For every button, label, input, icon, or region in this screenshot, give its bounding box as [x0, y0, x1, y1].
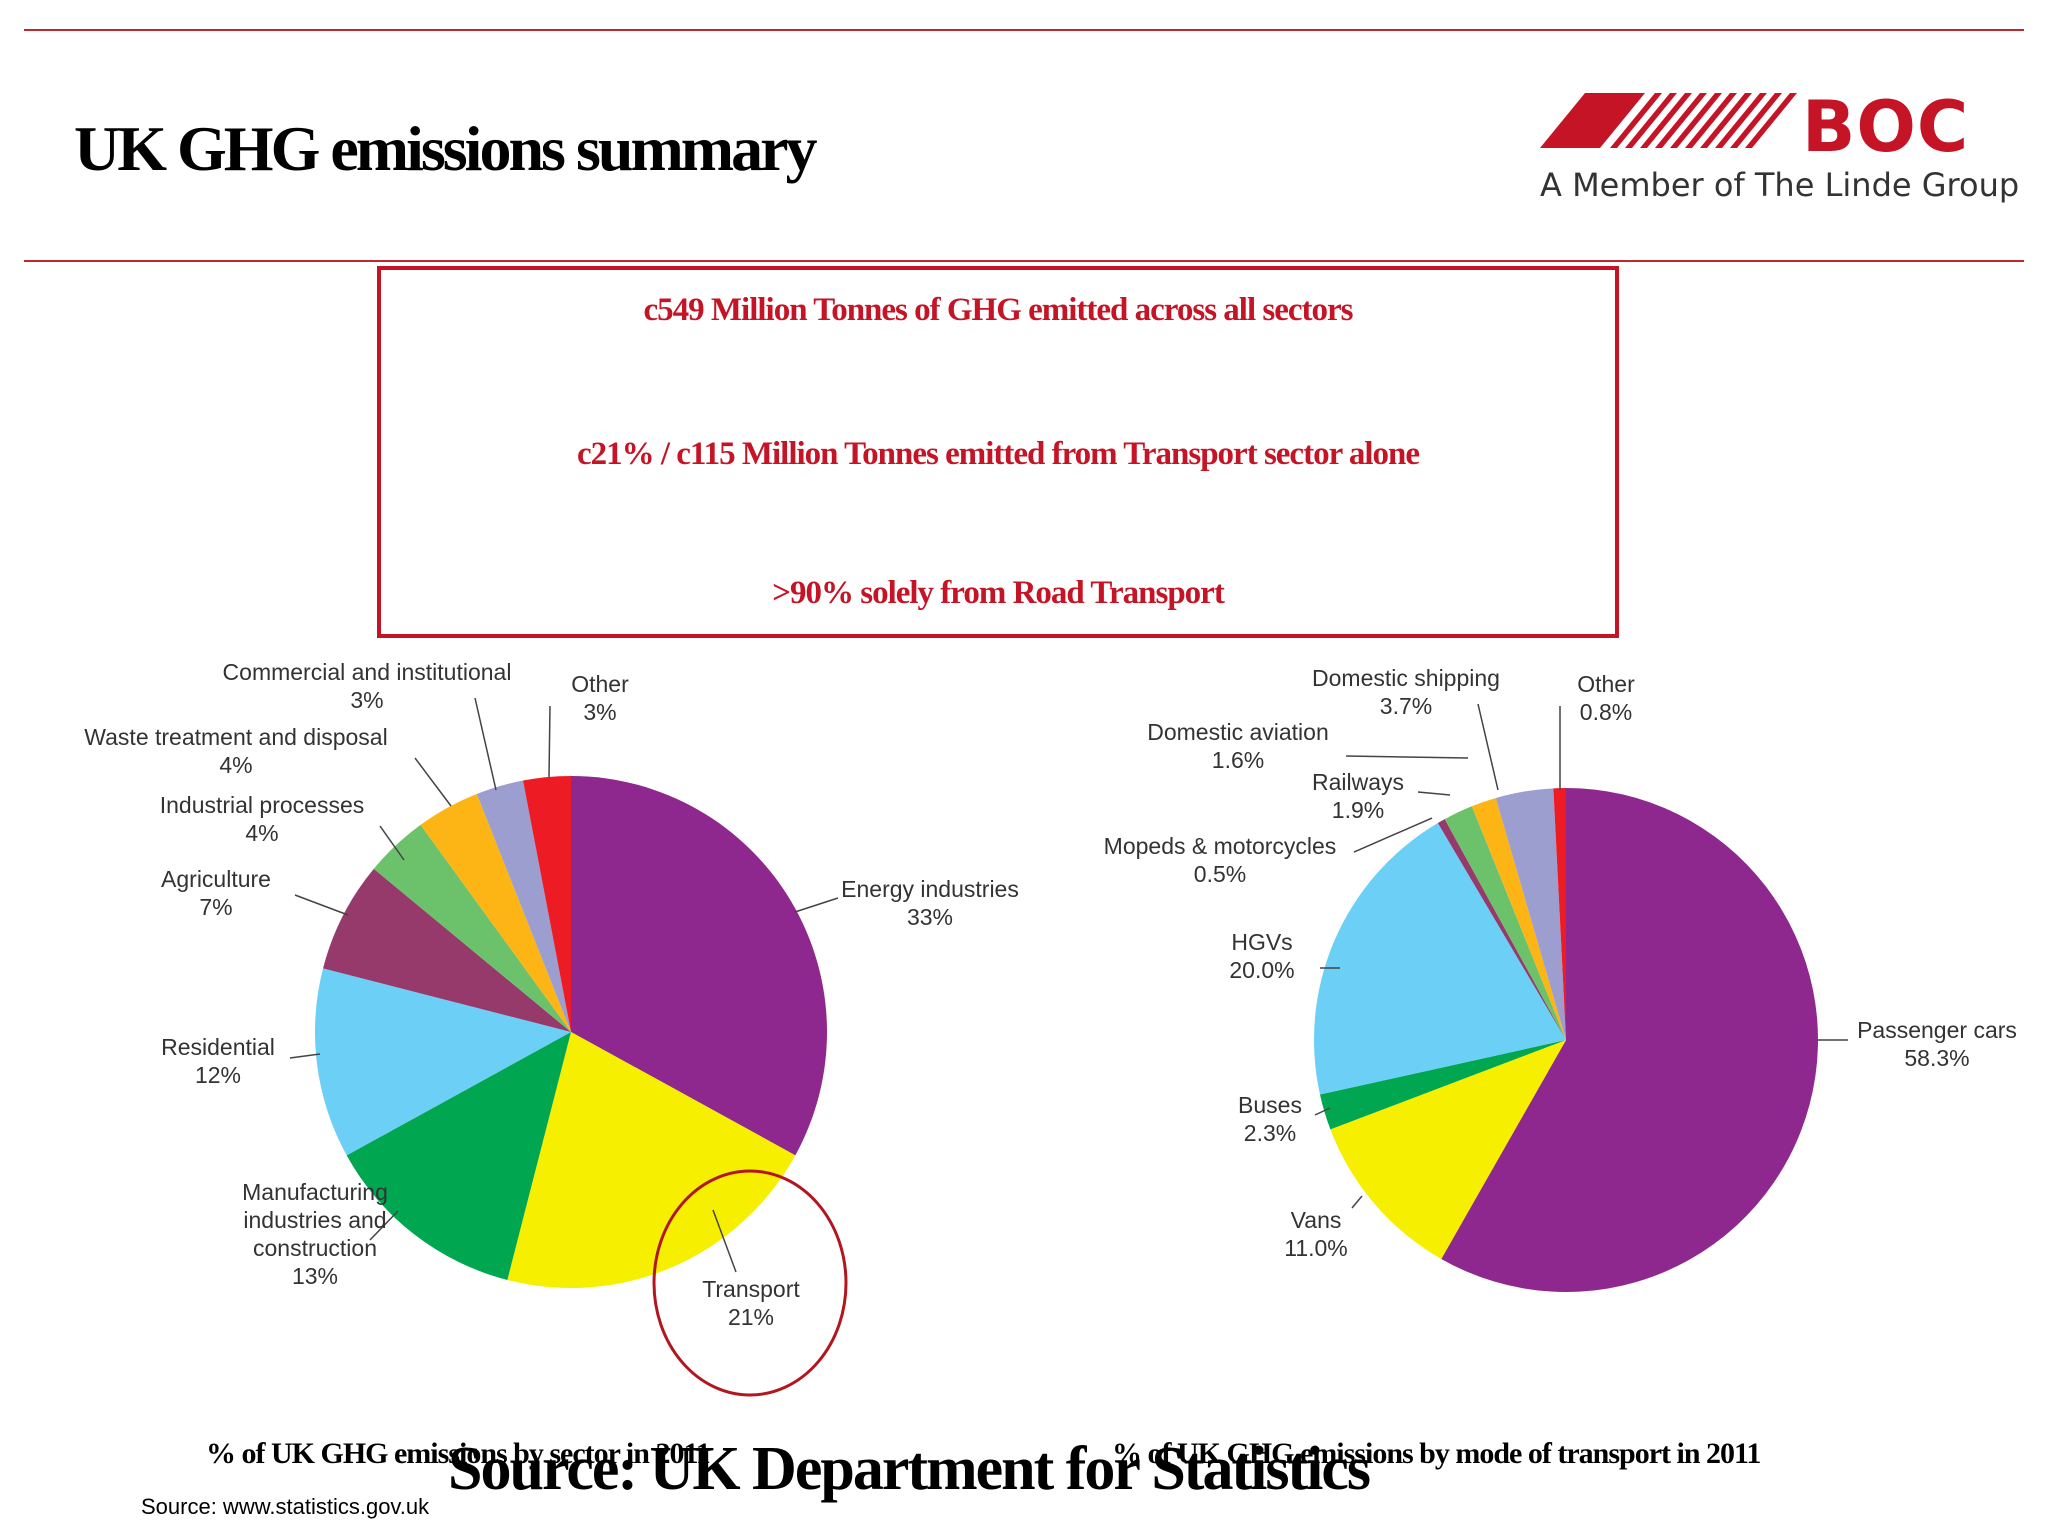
slice-value-domestic-aviation: 1.6% — [1212, 747, 1264, 773]
leader-line-energy-industries — [794, 897, 839, 913]
slice-label-hgvs: HGVs — [1231, 929, 1292, 955]
slice-value-other: 0.8% — [1580, 699, 1632, 725]
source-url: Source: www.statistics.gov.uk — [141, 1494, 430, 1519]
page-title: UK GHG emissions summary — [74, 113, 817, 184]
slice-label-transport: Transport — [702, 1276, 800, 1302]
leader-line-industrial-processes — [379, 825, 405, 861]
top-rule — [24, 29, 2024, 31]
slice-value-passenger-cars: 58.3% — [1904, 1045, 1969, 1071]
slice-value-hgvs: 20.0% — [1229, 957, 1294, 983]
slice-label-agriculture: Agriculture — [161, 866, 271, 892]
slice-label-residential: Residential — [161, 1034, 275, 1060]
slice-value-domestic-shipping: 3.7% — [1380, 693, 1432, 719]
boc-stripes-logo-icon — [1540, 93, 1797, 148]
slice-label-domestic-aviation: Domestic aviation — [1147, 719, 1329, 745]
summary-line-1: c549 Million Tonnes of GHG emitted acros… — [643, 292, 1353, 328]
leader-line-manufacturing-industries-and-construction — [369, 1210, 399, 1241]
pie-slice-mopeds-motorcycles — [1437, 819, 1566, 1040]
slice-label-other: Other — [1577, 671, 1635, 697]
logo-name: BOC — [1802, 86, 1970, 168]
slice-value-residential: 12% — [195, 1062, 241, 1088]
slice-label-mopeds-motorcycles: Mopeds & motorcycles — [1104, 833, 1337, 859]
slice-label-industrial-processes: Industrial processes — [160, 792, 365, 818]
slice-value-agriculture: 7% — [199, 894, 232, 920]
leader-line-residential — [289, 1053, 321, 1059]
slice-value-manufacturing-industries-and-construction: 13% — [292, 1263, 338, 1289]
leader-line-waste-treatment-and-disposal — [414, 757, 452, 807]
slice-label-vans: Vans — [1291, 1207, 1342, 1233]
slice-label-waste-treatment-and-disposal: Waste treatment and disposal — [84, 724, 387, 750]
header-rule — [24, 260, 2024, 262]
pie-slice-commercial-and-institutional — [476, 780, 571, 1032]
pie-slice-energy-industries — [571, 776, 827, 1156]
leader-line-domestic-shipping — [1477, 703, 1499, 791]
leader-line-mopeds-motorcycles — [1353, 817, 1433, 853]
pie-slice-transport — [507, 1032, 796, 1289]
slice-value-railways: 1.9% — [1332, 797, 1384, 823]
leader-line-vans — [1351, 1195, 1363, 1209]
slice-value-industrial-processes: 4% — [245, 820, 278, 846]
source-title: Source: UK Department for Statistics — [448, 1435, 1371, 1503]
pie-slice-residential — [315, 968, 571, 1156]
slice-value-buses: 2.3% — [1244, 1120, 1296, 1146]
slice-label-commercial-and-institutional: Commercial and institutional — [223, 659, 512, 685]
pie-slice-industrial-processes — [373, 824, 571, 1032]
pie-slice-agriculture — [323, 868, 571, 1032]
logo-tagline: A Member of The Linde Group — [1540, 166, 2020, 204]
caption-left: % of UK GHG emissions by sector in 2011 — [206, 1437, 711, 1470]
slice-label-manufacturing-industries-and-construction: construction — [253, 1235, 377, 1261]
slice-value-waste-treatment-and-disposal: 4% — [219, 752, 252, 778]
slice-value-energy-industries: 33% — [907, 904, 953, 930]
slice-label-buses: Buses — [1238, 1092, 1302, 1118]
summary-line-2: c21% / c115 Million Tonnes emitted from … — [576, 436, 1420, 472]
pie-slice-hgvs — [1313, 823, 1566, 1095]
leader-line-transport — [712, 1209, 737, 1273]
summary-line-3: >90% solely from Road Transport — [772, 575, 1225, 611]
pie-slice-passenger-cars — [1441, 788, 1819, 1292]
slice-value-transport: 21% — [728, 1304, 774, 1330]
pie-slice-vans — [1330, 1040, 1566, 1259]
slice-label-energy-industries: Energy industries — [841, 876, 1019, 902]
slice-label-passenger-cars: Passenger cars — [1857, 1017, 2017, 1043]
leader-line-agriculture — [294, 894, 349, 916]
slice-label-other: Other — [571, 671, 629, 697]
slice-label-domestic-shipping: Domestic shipping — [1312, 665, 1500, 691]
slice-label-manufacturing-industries-and-construction: industries and — [243, 1207, 386, 1233]
pie-slice-domestic-aviation — [1471, 797, 1566, 1040]
leader-line-buses — [1314, 1107, 1331, 1116]
transport-highlight-circle — [652, 1169, 848, 1397]
slice-label-manufacturing-industries-and-construction: Manufacturing — [242, 1179, 388, 1205]
caption-right: % of UK GHG emissions by mode of transpo… — [1112, 1437, 1761, 1470]
leader-line-other — [548, 705, 551, 778]
summary-box: c549 Million Tonnes of GHG emitted acros… — [377, 266, 1619, 638]
leader-line-domestic-aviation — [1345, 755, 1469, 759]
slice-value-other: 3% — [583, 699, 616, 725]
leader-line-railways — [1417, 791, 1451, 796]
slice-value-commercial-and-institutional: 3% — [350, 687, 383, 713]
pie-slice-other — [523, 776, 571, 1032]
pie-slice-buses — [1319, 1040, 1566, 1130]
pie-slice-domestic-shipping — [1495, 788, 1566, 1040]
slice-value-mopeds-motorcycles: 0.5% — [1194, 861, 1246, 887]
leader-line-commercial-and-institutional — [474, 697, 497, 791]
pie-slice-manufacturing-industries-and-construction — [346, 1032, 571, 1280]
pie-slice-waste-treatment-and-disposal — [420, 793, 571, 1032]
slice-value-vans: 11.0% — [1284, 1235, 1348, 1261]
slice-label-railways: Railways — [1312, 769, 1404, 795]
pie-slice-other — [1553, 788, 1566, 1040]
pie-slice-railways — [1444, 806, 1566, 1040]
